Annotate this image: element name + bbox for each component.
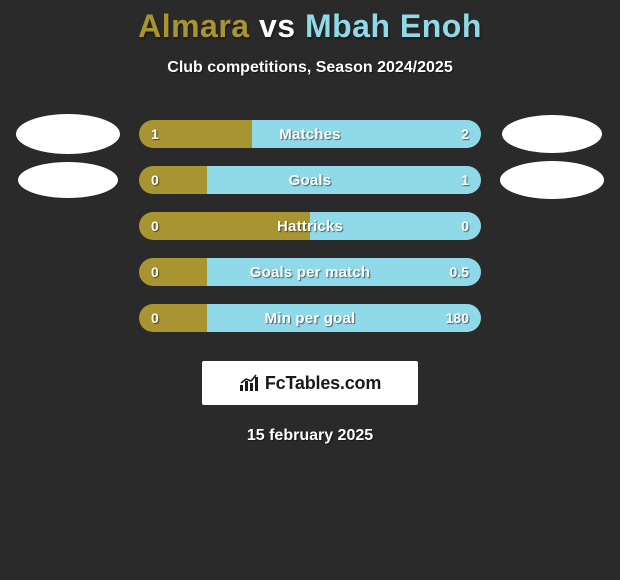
brand-box[interactable]: FcTables.com: [202, 361, 418, 405]
bar-label: Goals per match: [139, 258, 481, 286]
page-title: Almara vs Mbah Enoh: [0, 0, 620, 45]
title-vs: vs: [259, 8, 296, 44]
stat-row: 00Hattricks: [0, 203, 620, 249]
player2-avatar: [500, 161, 604, 199]
avatar-slot-right: [497, 161, 607, 199]
avatar-slot-left: [13, 162, 123, 198]
stat-bar: 00.5Goals per match: [139, 258, 481, 286]
stat-row: 00.5Goals per match: [0, 249, 620, 295]
avatar-slot-left: [13, 114, 123, 154]
stat-row: 01Goals: [0, 157, 620, 203]
bar-label: Hattricks: [139, 212, 481, 240]
stat-row: 0180Min per goal: [0, 295, 620, 341]
stats-container: 12Matches 01Goals 00Hattricks 00.5Goals per…: [0, 111, 620, 341]
stat-bar: 00Hattricks: [139, 212, 481, 240]
bar-label: Matches: [139, 120, 481, 148]
title-player2: Mbah Enoh: [305, 8, 482, 44]
player2-avatar: [502, 115, 602, 153]
chart-icon: [239, 374, 261, 392]
stat-bar: 0180Min per goal: [139, 304, 481, 332]
date-text: 15 february 2025: [0, 427, 620, 445]
title-player1: Almara: [138, 8, 250, 44]
stat-bar: 12Matches: [139, 120, 481, 148]
bar-label: Min per goal: [139, 304, 481, 332]
avatar-slot-right: [497, 115, 607, 153]
stat-row: 12Matches: [0, 111, 620, 157]
bar-label: Goals: [139, 166, 481, 194]
subtitle: Club competitions, Season 2024/2025: [0, 59, 620, 77]
player1-avatar: [18, 162, 118, 198]
player1-avatar: [16, 114, 120, 154]
brand-text: FcTables.com: [265, 373, 381, 394]
stat-bar: 01Goals: [139, 166, 481, 194]
